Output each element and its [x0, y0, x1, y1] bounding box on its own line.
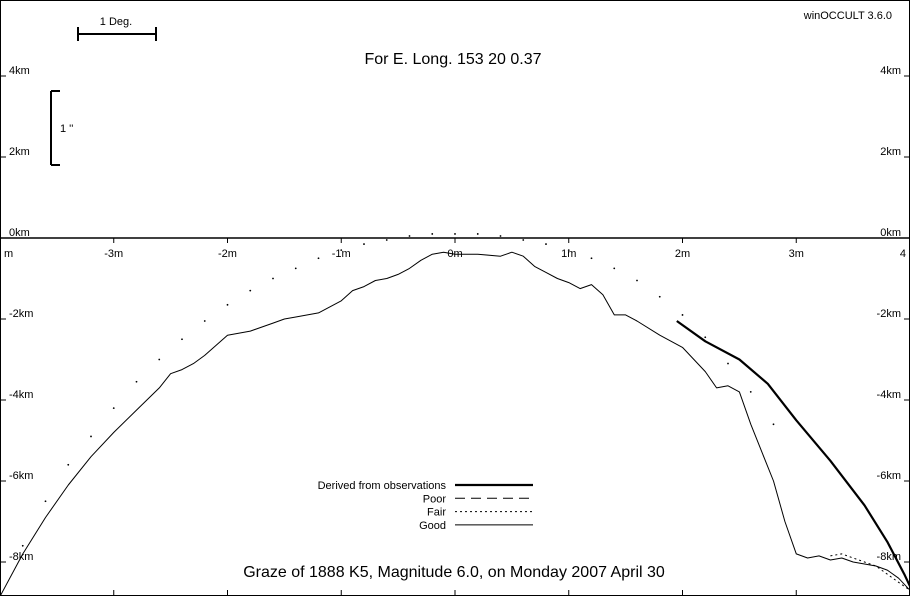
y-tick-label-right: 4km [880, 65, 901, 77]
y-tick-label-right: 0km [880, 227, 901, 239]
limb-point [636, 279, 638, 282]
limb-point [408, 235, 411, 237]
y-tick-label-left: 0km [9, 227, 30, 239]
graze-footer: Graze of 1888 K5, Magnitude 6.0, on Mond… [243, 564, 665, 581]
y-tick-label-right: -6km [877, 470, 901, 482]
x-tick-label: -3m [104, 248, 123, 260]
limb-point [476, 233, 479, 235]
y-tick-label-right: -4km [877, 389, 901, 401]
x-tick-label: 2m [675, 248, 690, 260]
limb-point [499, 235, 502, 237]
limb-point [21, 544, 24, 547]
limb-point [749, 391, 752, 393]
app-version-label: winOCCULT 3.6.0 [803, 10, 892, 22]
series-layer [0, 233, 910, 596]
limb-point [658, 295, 661, 298]
limb-point [590, 257, 593, 260]
limb-point [385, 239, 388, 241]
limb-point [181, 338, 183, 341]
y-tick-label-left: -2km [9, 308, 33, 320]
x-tick-label: -2m [218, 248, 237, 260]
arcsec-scale-label: 1 '' [60, 123, 73, 135]
limb-point [567, 249, 570, 252]
limb-point [613, 267, 616, 270]
y-tick-label-left: -4km [9, 389, 33, 401]
legend-label: Poor [423, 493, 447, 505]
limb-point [44, 500, 47, 503]
degree-scale-bar: 1 Deg. [77, 16, 157, 41]
limb-point [681, 314, 684, 316]
limb-point [454, 233, 456, 235]
limb-point [226, 303, 229, 306]
legend-label: Good [419, 520, 446, 532]
x-tick-label: 1m [561, 248, 576, 260]
limb-point [704, 336, 707, 339]
limb-point [727, 362, 729, 365]
arcsec-scale-bar: 1 '' [50, 90, 73, 166]
limb-point [90, 435, 92, 438]
series-line-good [0, 251, 910, 596]
axes-layer: m -3m -2m -1m 0m 1m 2m 3m 44km2km0km-2km-4km-6km… [0, 65, 910, 596]
limb-point [294, 267, 297, 270]
x-tick-label: 3m [789, 248, 804, 260]
limb-point [135, 380, 138, 383]
limb-point [545, 243, 547, 245]
series-line-derived-from-observations [676, 320, 910, 587]
y-tick-label-left: 4km [9, 65, 30, 77]
limb-point [112, 407, 115, 409]
limb-point [772, 423, 775, 426]
limb-point [272, 277, 274, 280]
limb-point [249, 289, 252, 292]
longitude-header: For E. Long. 153 20 0.37 [364, 51, 541, 68]
limb-point [317, 257, 320, 260]
limb-point [431, 233, 434, 235]
y-tick-label-right: -2km [877, 308, 901, 320]
legend-label: Derived from observations [318, 480, 447, 492]
legend-label: Fair [427, 507, 446, 519]
x-tick-label: 4 [900, 248, 906, 260]
limb-point [203, 320, 206, 322]
series-line-fair [830, 553, 910, 591]
x-tick-label: -1m [332, 248, 351, 260]
y-tick-label-left: 2km [9, 146, 30, 158]
limb-point [363, 243, 365, 245]
y-tick-label-left: -6km [9, 470, 33, 482]
limb-point [158, 358, 161, 361]
limb-point [522, 239, 525, 241]
x-tick-label: m [4, 248, 13, 260]
degree-scale-label: 1 Deg. [100, 16, 132, 28]
y-tick-label-right: 2km [880, 146, 901, 158]
limb-point [67, 463, 70, 466]
limb-point [340, 249, 343, 252]
